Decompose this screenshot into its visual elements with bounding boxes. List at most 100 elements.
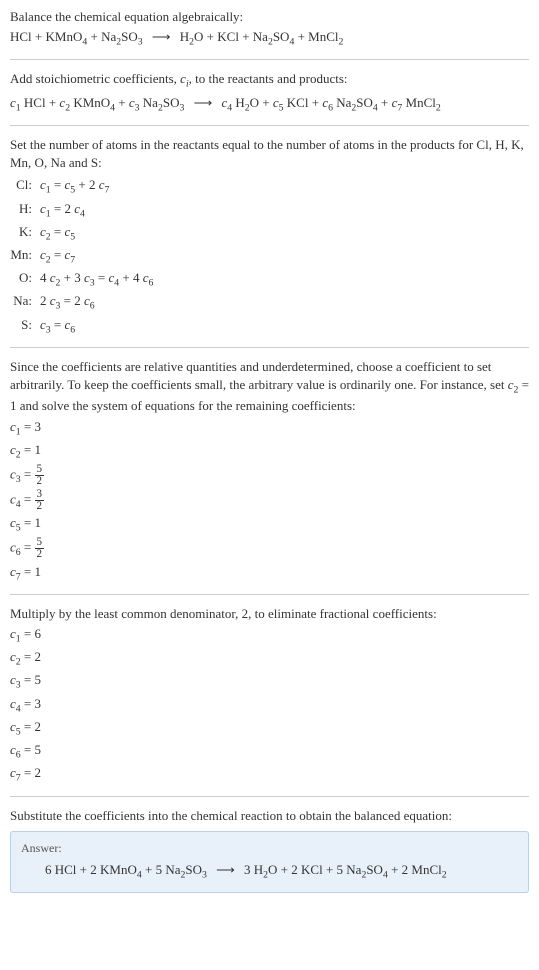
atom-equation-row: Mn:c2 = c7 [10, 246, 529, 267]
atom-eq: 2 c3 = 2 c6 [40, 292, 529, 313]
atom-eq: c3 = c6 [40, 316, 529, 337]
plus-icon: + [259, 95, 273, 110]
unbalanced-equation: HCl + KMnO4 + Na2SO3 ⟶ H2O + KCl + Na2SO… [10, 28, 529, 49]
sub: 2 [65, 102, 70, 113]
term: O [250, 95, 259, 110]
term: H [254, 862, 263, 877]
plus-icon: + [142, 862, 156, 877]
divider [10, 796, 529, 797]
divider [10, 347, 529, 348]
since-section: Since the coefficients are relative quan… [10, 358, 529, 584]
atom-eq: c2 = c7 [40, 246, 529, 267]
atom-label: Na: [10, 292, 40, 310]
term: HCl [24, 95, 46, 110]
atom-label: K: [10, 223, 40, 241]
coef-row: c2 = 2 [10, 648, 529, 669]
plus-icon: + [388, 862, 402, 877]
sub: 5 [279, 102, 284, 113]
stoich-section: Add stoichiometric coefficients, ci, to … [10, 70, 529, 114]
plus-icon: + [277, 862, 291, 877]
plus-icon: + [115, 95, 129, 110]
coef-row: c2 = 1 [10, 441, 529, 462]
term: MnCl [411, 862, 441, 877]
answer-box: Answer: 6 HCl + 2 KMnO4 + 5 Na2SO3 ⟶ 3 H… [10, 831, 529, 893]
term-o: O [194, 29, 203, 44]
plus-icon: + [87, 29, 101, 44]
since-coefficients: c1 = 3c2 = 1c3 = 52c4 = 32c5 = 1c6 = 52c… [10, 418, 529, 584]
divider [10, 125, 529, 126]
sub: 1 [16, 102, 21, 113]
coef-row: c1 = 3 [10, 418, 529, 439]
divider [10, 594, 529, 595]
answer-label: Answer: [21, 840, 518, 857]
term: MnCl [406, 95, 436, 110]
term: Na [165, 862, 180, 877]
term: KCl [301, 862, 323, 877]
term-h: H [180, 29, 189, 44]
intro-section: Balance the chemical equation algebraica… [10, 8, 529, 49]
term: HCl [55, 862, 77, 877]
arrow-icon: ⟶ [152, 28, 171, 46]
sub: 4 [227, 102, 232, 113]
stoich-text: Add stoichiometric coefficients, ci, to … [10, 70, 529, 91]
atom-eq: c1 = c5 + 2 c7 [40, 176, 529, 197]
sub: 3 [202, 869, 207, 880]
term: Na [336, 95, 351, 110]
stoich-equation: c1 HCl + c2 KMnO4 + c3 Na2SO3 ⟶ c4 H2O +… [10, 94, 529, 115]
coef: 5 [337, 862, 347, 877]
coef-row: c5 = 2 [10, 718, 529, 739]
term: KMnO [100, 862, 137, 877]
plus-icon: + [294, 29, 308, 44]
atom-eq: c2 = c5 [40, 223, 529, 244]
term-hcl: HCl [10, 29, 32, 44]
plus-icon: + [323, 862, 337, 877]
coef-row: c4 = 3 [10, 695, 529, 716]
term-so: SO [273, 29, 290, 44]
atom-label: S: [10, 316, 40, 334]
sub: 2 [339, 37, 344, 48]
term: Na [346, 862, 361, 877]
atom-equation-row: S:c3 = c6 [10, 316, 529, 337]
term: SO [163, 95, 180, 110]
divider [10, 59, 529, 60]
atom-label: Cl: [10, 176, 40, 194]
term-so: SO [121, 29, 138, 44]
coef-row: c1 = 6 [10, 625, 529, 646]
coef: 2 [291, 862, 301, 877]
since-text: Since the coefficients are relative quan… [10, 358, 529, 416]
sub: 2 [442, 869, 447, 880]
intro-text: Balance the chemical equation algebraica… [10, 8, 529, 26]
sub: 6 [328, 102, 333, 113]
sub: 7 [397, 102, 402, 113]
coef: 3 [244, 862, 254, 877]
term-kmno: KMnO [46, 29, 83, 44]
atom-equation-row: Na:2 c3 = 2 c6 [10, 292, 529, 313]
coef: 6 [45, 862, 55, 877]
arrow-icon: ⟶ [216, 861, 235, 879]
coef-row: c7 = 1 [10, 563, 529, 584]
arrow-icon: ⟶ [194, 94, 213, 112]
atom-equations: Cl:c1 = c5 + 2 c7H:c1 = 2 c4K:c2 = c5Mn:… [10, 176, 529, 337]
term-kcl: KCl [217, 29, 239, 44]
plus-icon: + [32, 29, 46, 44]
coef-row: c5 = 1 [10, 514, 529, 535]
sub: 3 [138, 37, 143, 48]
term: SO [185, 862, 202, 877]
term: O [268, 862, 277, 877]
text: Add stoichiometric coefficients, [10, 71, 180, 86]
term-na: Na [101, 29, 116, 44]
coef-row: c4 = 32 [10, 489, 529, 512]
sub: 3 [135, 102, 140, 113]
atom-label: O: [10, 269, 40, 287]
term-mncl: MnCl [308, 29, 338, 44]
subst-text: Substitute the coefficients into the che… [10, 807, 529, 825]
atom-label: Mn: [10, 246, 40, 264]
atom-equation-row: Cl:c1 = c5 + 2 c7 [10, 176, 529, 197]
text: Since the coefficients are relative quan… [10, 359, 508, 392]
coef: 5 [156, 862, 166, 877]
atom-equation-row: H:c1 = 2 c4 [10, 200, 529, 221]
atom-equation-row: O:4 c2 + 3 c3 = c4 + 4 c6 [10, 269, 529, 290]
mult-coefficients: c1 = 6c2 = 2c3 = 5c4 = 3c5 = 2c6 = 5c7 =… [10, 625, 529, 786]
atom-equation-row: K:c2 = c5 [10, 223, 529, 244]
term: H [235, 95, 244, 110]
